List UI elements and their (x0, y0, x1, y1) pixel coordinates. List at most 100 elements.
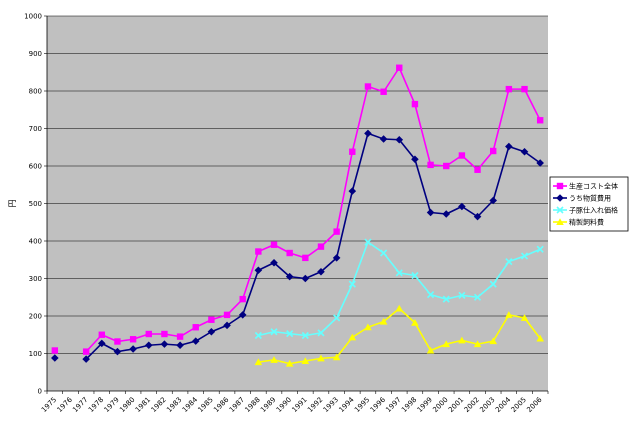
y-tick-label: 900 (29, 50, 42, 58)
data-point (301, 331, 309, 340)
x-tick-label: 1984 (181, 395, 200, 414)
data-point (489, 337, 498, 345)
data-point (489, 280, 497, 288)
x-tick-label: 1992 (306, 396, 324, 414)
x-tick-label: 2001 (447, 396, 465, 414)
data-point (317, 329, 325, 337)
y-tick-label: 200 (29, 313, 42, 321)
data-point (474, 166, 481, 173)
data-point (349, 148, 356, 155)
legend-marker (556, 182, 564, 190)
data-point (301, 274, 310, 283)
data-point (411, 155, 419, 164)
legend-item: うち物質費用 (553, 194, 611, 203)
x-tick-label: 1985 (197, 396, 215, 414)
x-tick-label: 1990 (275, 396, 293, 414)
x-tick-label: 2006 (525, 395, 544, 414)
data-point (536, 334, 544, 342)
x-tick-label: 1975 (40, 396, 58, 414)
data-point (223, 321, 231, 330)
data-point (473, 293, 482, 301)
data-point (97, 339, 106, 348)
data-point (396, 64, 403, 71)
x-tick-label: 1997 (384, 396, 402, 414)
data-point (520, 314, 529, 321)
x-tick-label: 1983 (165, 396, 183, 414)
data-point (302, 254, 309, 262)
data-point (51, 347, 59, 354)
data-point (51, 354, 59, 362)
data-point (427, 161, 434, 169)
x-tick-label: 2002 (463, 396, 481, 414)
data-point (411, 318, 419, 326)
data-point (379, 317, 388, 325)
data-point (520, 252, 529, 260)
data-point (536, 117, 544, 124)
x-tick-label: 1977 (71, 396, 89, 414)
data-point (207, 327, 216, 336)
data-point (380, 88, 387, 95)
data-point (317, 243, 325, 250)
data-point (395, 304, 404, 312)
data-point (505, 311, 513, 318)
data-point (333, 314, 341, 322)
y-tick-label: 400 (29, 238, 42, 246)
x-tick-label: 1979 (103, 396, 121, 414)
data-point (364, 83, 372, 90)
y-tick-label: 800 (29, 88, 42, 96)
data-point (129, 336, 137, 343)
data-point (364, 238, 372, 246)
data-point (144, 341, 153, 350)
x-tick-label: 1987 (228, 396, 246, 414)
data-point (82, 355, 90, 363)
x-tick-label: 1989 (259, 396, 277, 414)
data-point (286, 330, 294, 338)
data-point (255, 248, 262, 255)
data-point (348, 333, 357, 341)
data-point (395, 269, 403, 277)
data-point (505, 258, 513, 266)
series-3 (254, 304, 544, 367)
data-point (270, 356, 278, 363)
x-tick-label: 1991 (290, 396, 308, 414)
data-point (176, 341, 184, 350)
data-point (442, 295, 450, 303)
data-point (521, 85, 528, 93)
data-point (473, 212, 482, 221)
data-point (98, 331, 105, 338)
y-tick-label: 0 (38, 388, 42, 396)
legend-label: 子豚仕入れ価格 (569, 206, 618, 215)
data-point (348, 187, 357, 195)
data-point (270, 241, 278, 248)
y-axis-ticks: 0 100 200 300 400 500 600 700 800 900 1000 (24, 13, 47, 396)
data-point (490, 147, 497, 155)
data-point (192, 324, 199, 331)
x-tick-label: 1999 (416, 396, 434, 414)
data-point (317, 354, 325, 362)
data-point (223, 311, 231, 319)
x-tick-label: 2000 (431, 396, 449, 414)
data-point (82, 348, 90, 355)
x-tick-label: 1980 (118, 396, 136, 414)
data-point (473, 340, 482, 348)
data-point (270, 258, 278, 267)
data-point (270, 328, 278, 336)
y-tick-label: 700 (29, 125, 42, 133)
x-tick-label: 2003 (478, 396, 496, 414)
data-point (426, 208, 435, 217)
data-point (505, 85, 513, 93)
data-point (333, 228, 340, 235)
data-point (395, 135, 404, 144)
legend-item: 生産コスト全体 (553, 182, 618, 191)
data-point (145, 330, 152, 338)
data-point (505, 142, 513, 151)
data-point (129, 345, 137, 353)
y-tick-label: 1000 (24, 13, 42, 21)
data-point (286, 249, 293, 257)
x-tick-label: 1986 (212, 395, 231, 414)
legend-item: 子豚仕入れ価格 (553, 206, 618, 215)
data-point (442, 340, 451, 348)
data-point (443, 162, 450, 170)
